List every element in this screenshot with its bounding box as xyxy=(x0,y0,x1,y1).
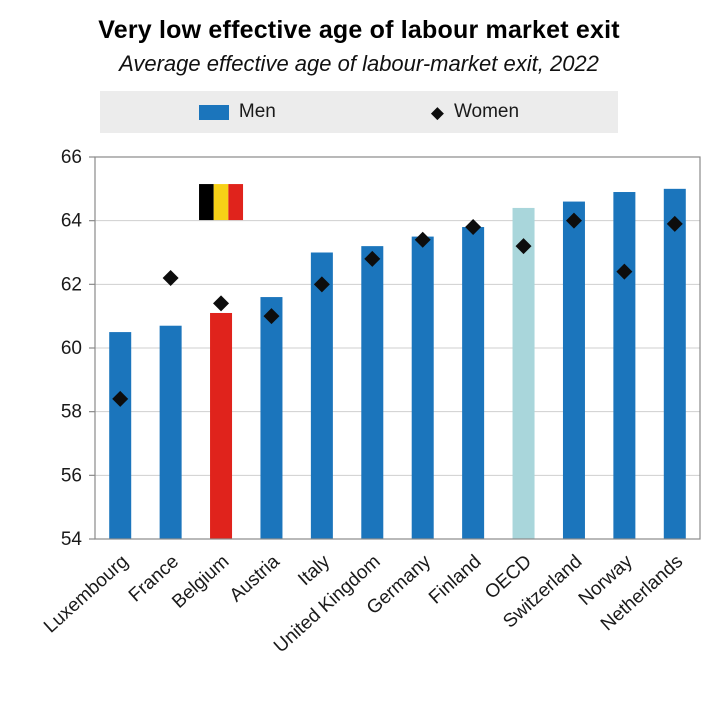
diamond-germany xyxy=(414,231,431,248)
bar-united-kingdom xyxy=(361,246,384,539)
y-tick-label-56: 56 xyxy=(61,465,82,486)
y-tick-label-60: 60 xyxy=(61,338,82,359)
belgium-flag-icon xyxy=(213,184,229,221)
diamond-belgium xyxy=(213,295,230,312)
chart-title: Very low effective age of labour market … xyxy=(98,16,620,44)
bar-norway xyxy=(613,192,636,539)
y-tick-label-64: 64 xyxy=(61,211,83,232)
legend-item-men: Men xyxy=(198,101,276,123)
x-label-belgium: Belgium xyxy=(168,551,233,613)
chart-subtitle: Average effective age of labour-market e… xyxy=(119,51,599,76)
x-label-luxembourg: Luxembourg xyxy=(40,551,133,637)
diamond-norway xyxy=(616,263,633,280)
diamond-france xyxy=(162,269,179,286)
bar-luxembourg xyxy=(109,332,132,539)
belgium-flag-icon xyxy=(199,184,214,221)
bar-austria xyxy=(260,297,283,539)
bar-finland xyxy=(462,227,485,539)
diamond-switzerland xyxy=(565,212,582,229)
y-tick-label-66: 66 xyxy=(61,147,82,168)
bar-belgium xyxy=(210,312,233,539)
diamond-italy xyxy=(313,276,330,293)
diamond-oecd xyxy=(515,238,532,255)
diamond-austria xyxy=(263,308,280,325)
bar-netherlands xyxy=(663,188,686,540)
legend-men-label: Men xyxy=(238,101,276,122)
x-label-finland: Finland xyxy=(425,551,485,608)
legend-item-women: ◆ Women xyxy=(431,101,519,123)
men-bar-swatch-icon xyxy=(198,104,229,120)
y-tick-label-54: 54 xyxy=(61,529,83,550)
bar-chart: 54565860626466LuxembourgFranceBelgiumAus… xyxy=(40,147,701,657)
women-diamond-icon: ◆ xyxy=(430,102,444,122)
x-label-austria: Austria xyxy=(226,551,284,606)
diamond-united-kingdom xyxy=(364,250,381,267)
diamond-luxembourg xyxy=(112,390,129,407)
y-tick-label-62: 62 xyxy=(61,274,82,295)
bar-germany xyxy=(411,236,434,539)
bar-italy xyxy=(310,252,333,539)
diamond-netherlands xyxy=(666,215,683,232)
legend: Men ◆ Women xyxy=(100,91,618,133)
y-tick-label-58: 58 xyxy=(61,402,82,423)
legend-women-label: Women xyxy=(453,101,520,122)
diamond-finland xyxy=(465,219,482,236)
bar-oecd xyxy=(512,207,535,539)
bar-switzerland xyxy=(562,201,585,540)
bar-france xyxy=(159,325,182,539)
x-label-italy: Italy xyxy=(294,551,334,590)
belgium-flag-icon xyxy=(228,184,244,221)
